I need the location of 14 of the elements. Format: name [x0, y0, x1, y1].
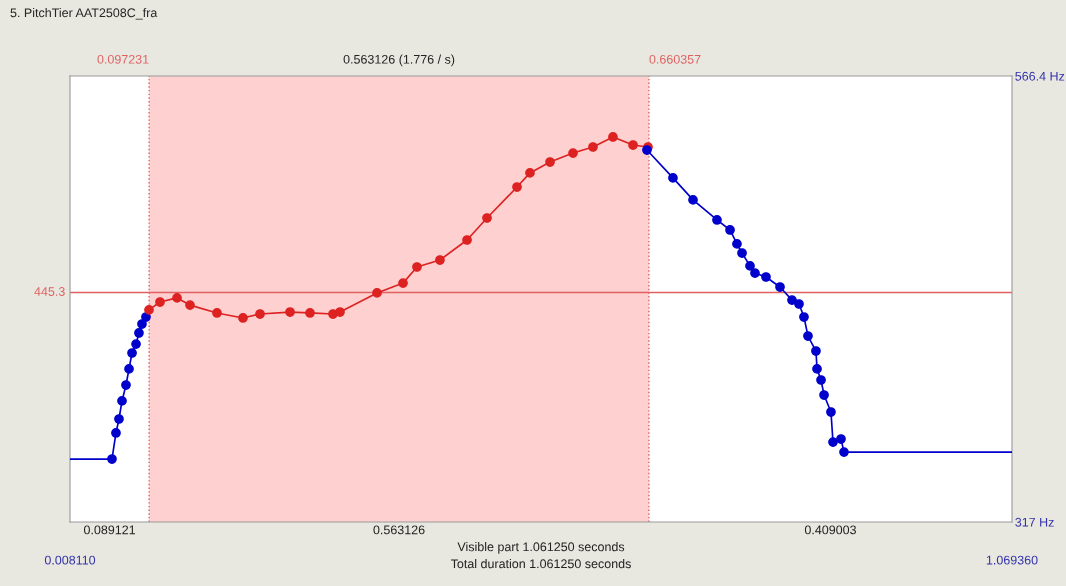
- x-tick-label: 1.069360: [986, 555, 1038, 565]
- x-tick-label: 0.008110: [44, 555, 96, 565]
- y-tick-label: 317 Hz: [1015, 517, 1054, 527]
- chart-title: 5. PitchTier AAT2508C_fra: [10, 8, 158, 20]
- band-label: 0.563126 (1.776 / s): [343, 54, 455, 67]
- text: Total duration 1.061250 seconds: [450, 558, 631, 569]
- ref-line-label: 445.3: [34, 287, 65, 296]
- text: 0.409003: [804, 525, 856, 535]
- text: 0.089121: [83, 525, 136, 535]
- ref-line-label: 0.660357: [649, 54, 701, 64]
- text: Visible part 1.061250 seconds: [457, 542, 625, 554]
- text: 0.563126: [373, 525, 425, 535]
- y-tick-label: 566.4 Hz: [1015, 71, 1065, 81]
- ref-line-label: 0.097231: [97, 54, 149, 64]
